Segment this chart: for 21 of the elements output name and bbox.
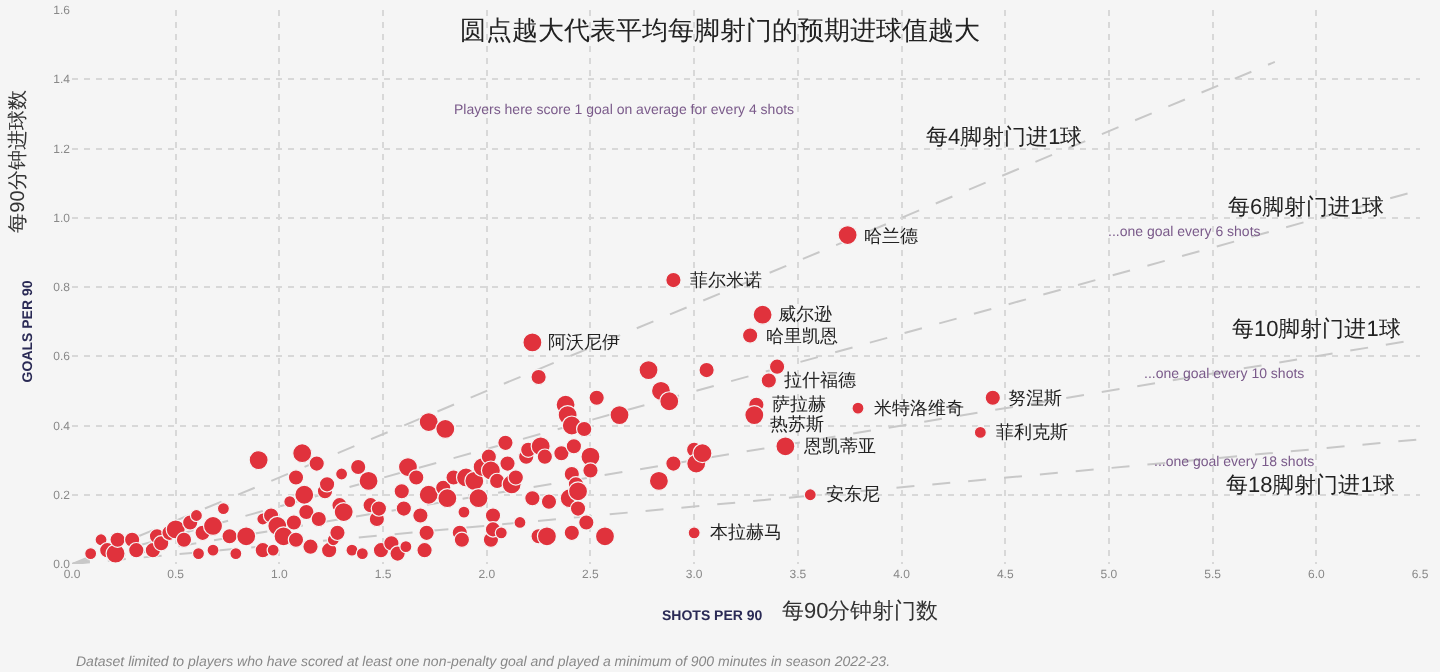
annotation: 恩凯蒂亚 bbox=[802, 436, 876, 456]
annotation: 萨拉赫 bbox=[772, 394, 826, 414]
text: 每90分钟进球数 bbox=[5, 90, 30, 233]
annotation: 本拉赫马 bbox=[710, 522, 782, 542]
annotation: 安东尼 bbox=[826, 484, 880, 504]
text: 每90分钟射门数 bbox=[782, 598, 939, 624]
annotation: 努涅斯 bbox=[1008, 388, 1062, 408]
annotation: 每6脚射门进1球 bbox=[1228, 194, 1385, 220]
annotation: 菲利克斯 bbox=[996, 422, 1068, 442]
annotation: 哈里凯恩 bbox=[766, 326, 838, 346]
annotation: 每18脚射门进1球 bbox=[1226, 472, 1395, 498]
annotation: 菲尔米诺 bbox=[690, 270, 762, 290]
annotation: 每4脚射门进1球 bbox=[926, 124, 1083, 150]
annotation: 哈兰德 bbox=[864, 226, 918, 246]
chart-title: 圆点越大代表平均每脚射门的预期进球值越大 bbox=[460, 15, 980, 46]
annotation: 米特洛维奇 bbox=[874, 398, 964, 418]
annotation: 阿沃尼伊 bbox=[548, 332, 620, 352]
annotation: 热苏斯 bbox=[770, 414, 824, 434]
annotation: 每10脚射门进1球 bbox=[1232, 316, 1401, 342]
annotation: 拉什福德 bbox=[784, 370, 856, 390]
annotation: 威尔逊 bbox=[778, 304, 832, 324]
